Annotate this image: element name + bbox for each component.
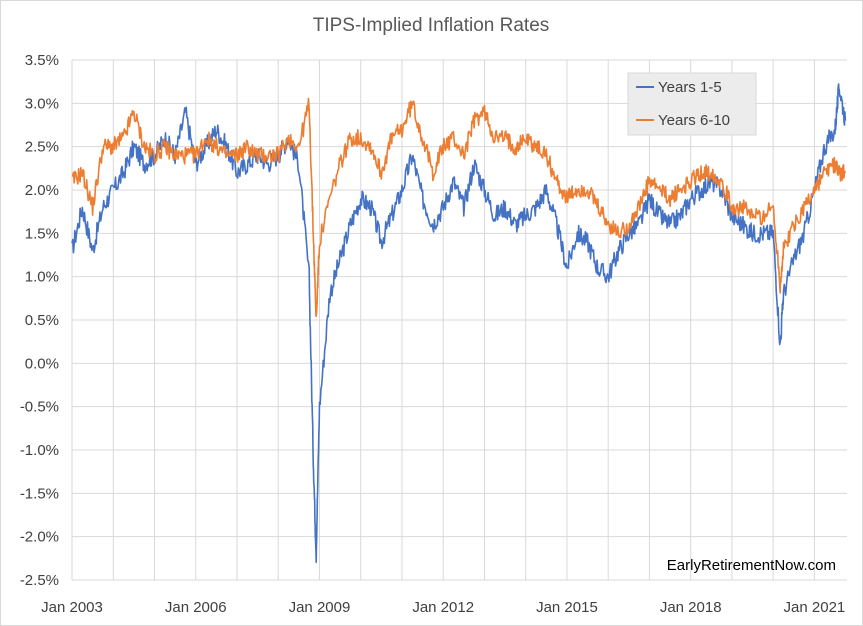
series-line-years-1-5	[71, 83, 847, 564]
y-tick-label: 2.0%	[25, 182, 59, 199]
legend: Years 1-5 Years 6-10	[627, 72, 757, 136]
legend-label-years-1-5: Years 1-5	[658, 79, 722, 96]
x-tick-label: Jan 2015	[536, 599, 598, 616]
x-axis: Jan 2003 Jan 2006 Jan 2009 Jan 2012 Jan 2015…	[41, 599, 845, 616]
watermark: EarlyRetirementNow.com	[667, 557, 836, 574]
y-tick-label: -1.5%	[20, 485, 59, 502]
y-tick-label: 0.0%	[25, 355, 59, 372]
y-tick-label: 3.0%	[25, 95, 59, 112]
x-tick-label: Jan 2018	[660, 599, 722, 616]
x-tick-label: Jan 2021	[784, 599, 846, 616]
y-tick-label: -0.5%	[20, 399, 59, 416]
y-tick-label: 2.5%	[25, 139, 59, 156]
x-tick-label: Jan 2003	[41, 599, 103, 616]
y-tick-label: -2.0%	[20, 529, 59, 546]
x-tick-label: Jan 2012	[412, 599, 474, 616]
y-tick-label: -1.0%	[20, 442, 59, 459]
x-tick-label: Jan 2006	[165, 599, 227, 616]
x-tick-label: Jan 2009	[289, 599, 351, 616]
legend-box	[627, 72, 757, 136]
y-tick-label: 0.5%	[25, 312, 59, 329]
series-line-years-6-10	[71, 97, 847, 318]
grid	[71, 59, 847, 581]
y-tick-label: 3.5%	[25, 52, 59, 69]
chart-title: TIPS-Implied Inflation Rates	[313, 15, 550, 36]
series-group	[71, 83, 847, 564]
y-tick-label: -2.5%	[20, 572, 59, 589]
legend-label-years-6-10: Years 6-10	[658, 112, 730, 129]
y-tick-label: 1.0%	[25, 269, 59, 286]
y-axis: 3.5% 3.0% 2.5% 2.0% 1.5% 1.0% 0.5% 0.0% -0.5% -1.…	[20, 52, 59, 589]
y-tick-label: 1.5%	[25, 225, 59, 242]
